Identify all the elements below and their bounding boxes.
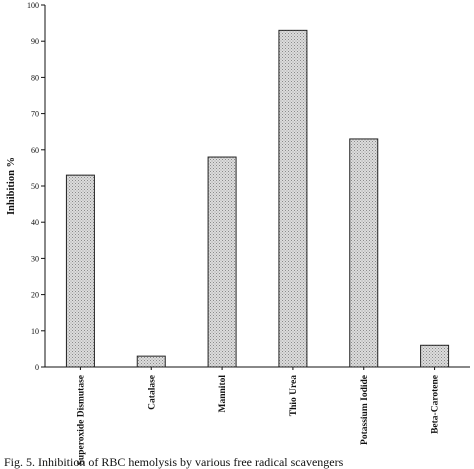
category-label: Potassium Iodide [360,375,370,445]
y-tick-label: 80 [31,73,39,82]
y-tick-label: 0 [35,363,39,372]
category-label: Thio Urea [289,375,299,417]
y-axis-title: Inhibition % [6,157,17,215]
category-label: Beta-Carotene [431,375,441,434]
y-tick-label: 90 [31,37,39,46]
bar-superoxide-dismutase [65,174,95,368]
bar-beta-carotene [420,344,450,368]
bar-thio-urea [278,29,308,368]
y-tick-label: 20 [31,291,39,300]
bars [65,29,450,368]
y-tick-label: 30 [31,254,39,263]
figure-caption: Fig. 5. Inhibition of RBC hemolysis by v… [4,455,344,469]
y-tick-label: 10 [31,327,39,336]
labels: 0 10 20 30 40 50 60 70 80 90 100 Inhibition % Supero… [6,1,441,465]
y-tick-label: 100 [27,1,39,10]
category-label: Superoxide Dismutase [76,375,86,465]
bar-mannitol [207,156,237,368]
y-tick-label: 40 [31,218,39,227]
y-tick-label: 70 [31,110,39,119]
bar-potassium-iodide [349,138,379,368]
category-label: Mannitol [218,375,228,413]
y-tick-label: 60 [31,146,39,155]
axes [41,4,470,370]
bar-catalase [136,355,166,368]
category-label: Catalase [147,375,157,410]
y-tick-label: 50 [31,182,39,191]
